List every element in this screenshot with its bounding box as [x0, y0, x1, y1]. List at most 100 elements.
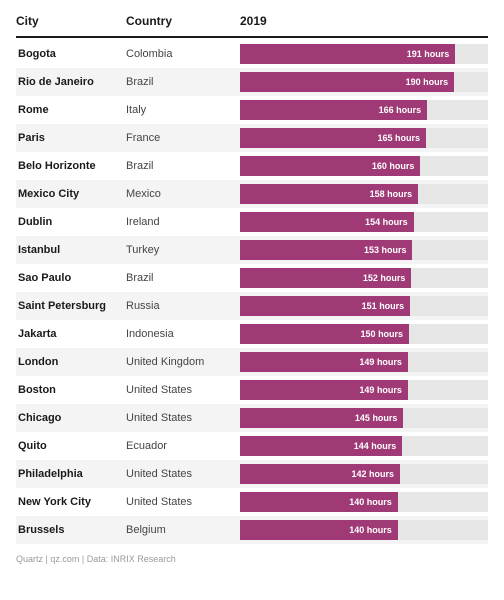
- table-row: BogotaColombia191 hours: [16, 40, 488, 68]
- cell-city: Boston: [16, 384, 126, 396]
- bar-fill: 154 hours: [240, 212, 414, 232]
- cell-country: United States: [126, 384, 240, 396]
- table-row: QuitoEcuador144 hours: [16, 432, 488, 460]
- cell-country: United States: [126, 468, 240, 480]
- bar-cell: 151 hours: [240, 296, 488, 316]
- bar-fill: 145 hours: [240, 408, 403, 428]
- bar-cell: 160 hours: [240, 156, 488, 176]
- table-row: New York CityUnited States140 hours: [16, 488, 488, 516]
- table-header-row: City Country 2019: [16, 14, 488, 38]
- table-row: JakartaIndonesia 150 hours: [16, 320, 488, 348]
- bar-fill: 149 hours: [240, 352, 408, 372]
- cell-city: Philadelphia: [16, 468, 126, 480]
- bar-cell: 165 hours: [240, 128, 488, 148]
- bar-value-label: 154 hours: [365, 217, 408, 227]
- bar-value-label: 149 hours: [359, 385, 402, 395]
- cell-country: Indonesia: [126, 328, 240, 340]
- bar-cell: 140 hours: [240, 520, 488, 540]
- cell-country: United States: [126, 496, 240, 508]
- bar-fill: 158 hours: [240, 184, 418, 204]
- bar-fill: 190 hours: [240, 72, 454, 92]
- table-row: IstanbulTurkey 153 hours: [16, 236, 488, 264]
- bar-cell: 142 hours: [240, 464, 488, 484]
- header-country: Country: [126, 14, 240, 28]
- bar-value-label: 151 hours: [362, 301, 405, 311]
- chart-footer: Quartz | qz.com | Data: INRIX Research: [16, 544, 488, 564]
- bar-cell: 158 hours: [240, 184, 488, 204]
- traffic-hours-chart: City Country 2019 BogotaColombia191 hour…: [0, 0, 504, 576]
- bar-value-label: 165 hours: [377, 133, 420, 143]
- bar-fill: 165 hours: [240, 128, 426, 148]
- bar-fill: 140 hours: [240, 520, 398, 540]
- cell-city: Chicago: [16, 412, 126, 424]
- bar-fill: 151 hours: [240, 296, 410, 316]
- bar-value-label: 166 hours: [379, 105, 422, 115]
- bar-value-label: 190 hours: [406, 77, 449, 87]
- table-row: Belo HorizonteBrazil160 hours: [16, 152, 488, 180]
- bar-cell: 190 hours: [240, 72, 488, 92]
- table-row: Sao PauloBrazil 152 hours: [16, 264, 488, 292]
- cell-country: Brazil: [126, 272, 240, 284]
- bar-fill: 140 hours: [240, 492, 398, 512]
- bar-value-label: 150 hours: [361, 329, 404, 339]
- cell-country: Brazil: [126, 76, 240, 88]
- bar-value-label: 153 hours: [364, 245, 407, 255]
- cell-country: Ireland: [126, 216, 240, 228]
- bar-cell: 144 hours: [240, 436, 488, 456]
- header-value: 2019: [240, 14, 488, 28]
- table-row: BostonUnited States 149 hours: [16, 376, 488, 404]
- bar-cell: 166 hours: [240, 100, 488, 120]
- bar-value-label: 140 hours: [349, 525, 392, 535]
- cell-city: Rio de Janeiro: [16, 76, 126, 88]
- bar-value-label: 191 hours: [407, 49, 450, 59]
- bar-fill: 152 hours: [240, 268, 411, 288]
- bar-fill: 166 hours: [240, 100, 427, 120]
- cell-country: Russia: [126, 300, 240, 312]
- cell-city: Dublin: [16, 216, 126, 228]
- table-row: LondonUnited Kingdom149 hours: [16, 348, 488, 376]
- table-row: Mexico CityMexico158 hours: [16, 180, 488, 208]
- bar-value-label: 149 hours: [359, 357, 402, 367]
- cell-country: France: [126, 132, 240, 144]
- cell-country: Ecuador: [126, 440, 240, 452]
- bar-fill: 142 hours: [240, 464, 400, 484]
- cell-city: Quito: [16, 440, 126, 452]
- bar-value-label: 152 hours: [363, 273, 406, 283]
- bar-value-label: 160 hours: [372, 161, 415, 171]
- header-city: City: [16, 14, 126, 28]
- cell-country: Belgium: [126, 524, 240, 536]
- bar-cell: 150 hours: [240, 324, 488, 344]
- cell-country: Brazil: [126, 160, 240, 172]
- bar-fill: 149 hours: [240, 380, 408, 400]
- bar-cell: 154 hours: [240, 212, 488, 232]
- cell-city: Rome: [16, 104, 126, 116]
- bar-value-label: 140 hours: [349, 497, 392, 507]
- table-row: PhiladelphiaUnited States142 hours: [16, 460, 488, 488]
- cell-country: United States: [126, 412, 240, 424]
- bar-fill: 191 hours: [240, 44, 455, 64]
- bar-value-label: 145 hours: [355, 413, 398, 423]
- cell-country: Colombia: [126, 48, 240, 60]
- bar-cell: 191 hours: [240, 44, 488, 64]
- bar-fill: 153 hours: [240, 240, 412, 260]
- table-row: Saint PetersburgRussia 151 hours: [16, 292, 488, 320]
- cell-country: United Kingdom: [126, 356, 240, 368]
- cell-city: Brussels: [16, 524, 126, 536]
- table-row: RomeItaly166 hours: [16, 96, 488, 124]
- bar-cell: 145 hours: [240, 408, 488, 428]
- cell-city: Istanbul: [16, 244, 126, 256]
- cell-city: Paris: [16, 132, 126, 144]
- table-row: BrusselsBelgium 140 hours: [16, 516, 488, 544]
- table-row: Rio de JaneiroBrazil 190 hours: [16, 68, 488, 96]
- bar-fill: 150 hours: [240, 324, 409, 344]
- table-row: ParisFrance 165 hours: [16, 124, 488, 152]
- table-row: DublinIreland 154 hours: [16, 208, 488, 236]
- cell-city: Saint Petersburg: [16, 300, 126, 312]
- cell-city: Sao Paulo: [16, 272, 126, 284]
- cell-country: Turkey: [126, 244, 240, 256]
- bar-cell: 152 hours: [240, 268, 488, 288]
- bar-value-label: 158 hours: [370, 189, 413, 199]
- cell-city: Jakarta: [16, 328, 126, 340]
- bar-cell: 149 hours: [240, 352, 488, 372]
- cell-country: Mexico: [126, 188, 240, 200]
